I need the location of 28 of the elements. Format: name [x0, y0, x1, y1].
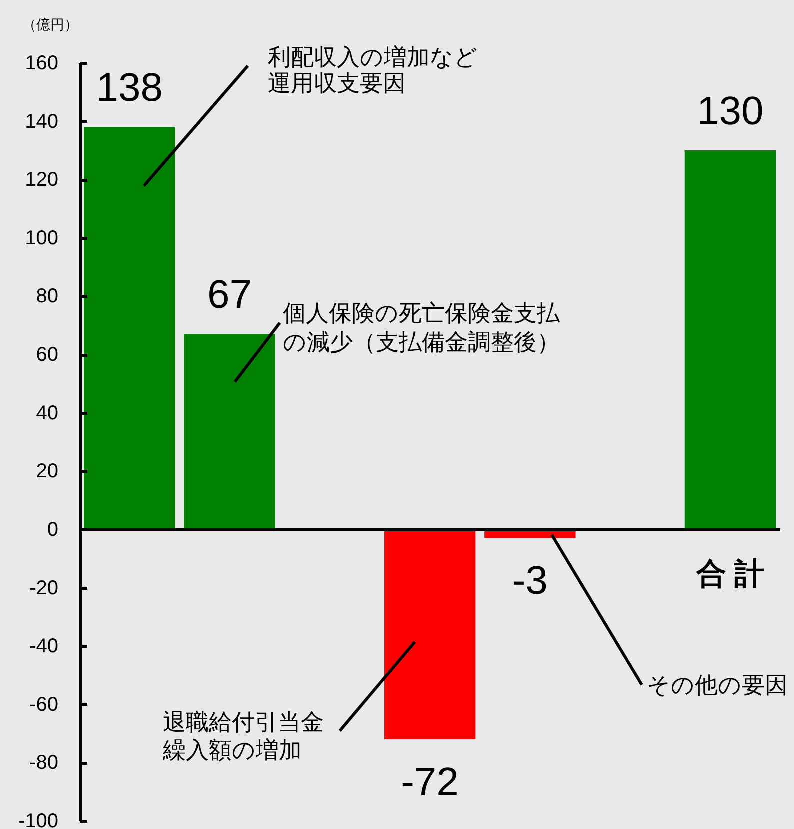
data-label: 138	[96, 66, 163, 110]
y-tick-label: 140	[25, 110, 58, 133]
annotation: 個人保険の死亡保険金支払の減少（支払備金調整後）	[283, 300, 561, 355]
data-label: -72	[401, 760, 459, 804]
data-label: 67	[207, 273, 252, 318]
y-tick-label: 100	[25, 227, 58, 250]
data-label: 130	[697, 89, 764, 134]
annotation: その他の要因	[647, 672, 788, 698]
y-tick-label: -80	[30, 752, 58, 774]
y-axis-title: （億円）	[22, 16, 78, 32]
y-tick-label: -100	[18, 810, 58, 829]
y-tick-label: 120	[25, 169, 58, 192]
y-tick-label: 80	[36, 286, 58, 308]
x-tick-label: 合 計	[695, 558, 765, 591]
y-tick-label: 20	[36, 460, 58, 483]
annotation: 退職給付引当金繰入額の増加	[162, 709, 324, 763]
y-tick-label: 40	[36, 402, 58, 424]
y-tick-label: 0	[47, 518, 58, 541]
y-tick-label: -20	[30, 577, 58, 600]
y-tick-label: 60	[36, 344, 58, 366]
y-tick-label: 160	[25, 52, 58, 74]
bar	[684, 150, 776, 530]
y-tick-label: -40	[30, 636, 58, 658]
bar	[184, 334, 276, 530]
y-tick-label: -60	[30, 694, 58, 716]
bar	[84, 127, 176, 530]
data-label: -3	[512, 559, 548, 604]
annotation: 利配収入の増加など運用収支要因	[268, 44, 478, 96]
